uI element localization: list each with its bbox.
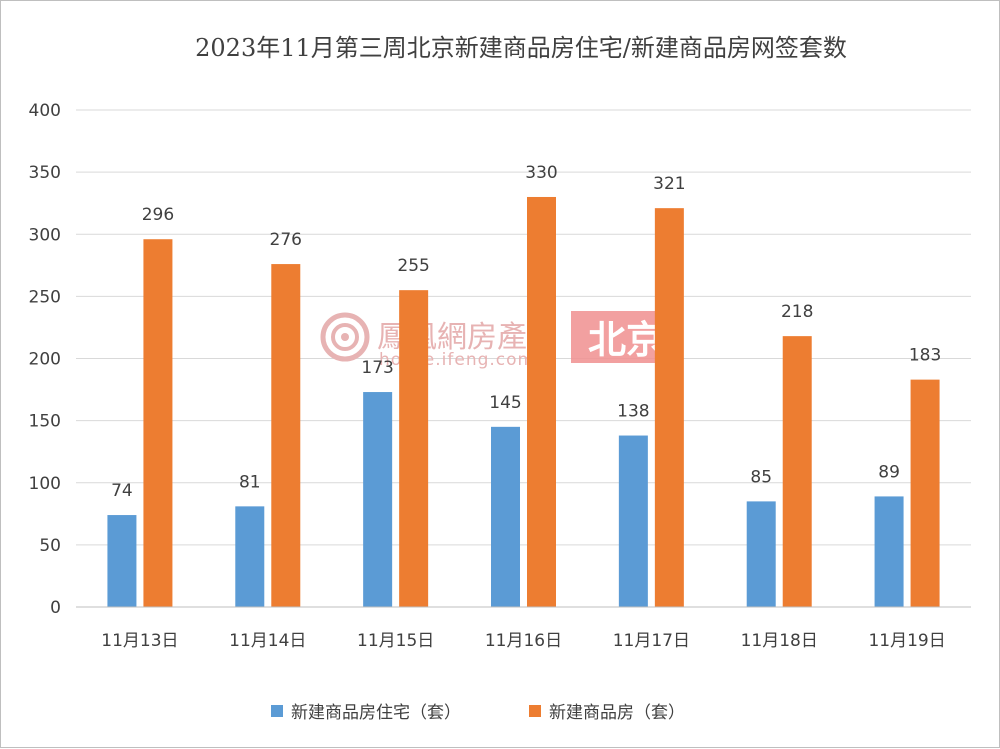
y-axis: 0 50 100 150 200 250 300 350 400 [29, 101, 61, 618]
data-label-residential: 89 [878, 462, 900, 482]
ifeng-logo-icon [320, 312, 370, 362]
data-label-all: 276 [270, 230, 302, 250]
bar-all [782, 336, 812, 607]
data-label-residential: 85 [750, 467, 772, 487]
bar-residential [618, 435, 648, 607]
data-label-residential: 173 [361, 358, 393, 378]
x-tick-label: 11月18日 [741, 631, 818, 651]
bar-residential [107, 515, 137, 607]
bar-all [143, 239, 173, 607]
gridlines [76, 109, 971, 608]
x-tick-label: 11月17日 [613, 631, 690, 651]
data-label-residential: 138 [617, 402, 649, 422]
bar-residential [363, 392, 393, 607]
x-axis: 11月13日 11月14日 11月15日 11月16日 11月17日 11月18日 11月1… [76, 606, 971, 651]
data-label-residential: 145 [489, 393, 521, 413]
y-tick-label: 400 [29, 101, 61, 121]
y-tick-label: 300 [29, 225, 61, 245]
x-tick-label: 11月14日 [229, 631, 306, 651]
legend-swatch-all [529, 705, 541, 717]
data-labels: 74 296 81 276 173 255 145 330 138 321 85 218 89 183 [111, 163, 941, 501]
y-tick-label: 350 [29, 163, 61, 183]
data-label-all: 218 [781, 302, 813, 322]
x-tick-label: 11月15日 [357, 631, 434, 651]
y-tick-label: 50 [39, 536, 61, 556]
bars [107, 196, 940, 607]
y-tick-label: 250 [29, 287, 61, 307]
bar-all [910, 379, 940, 607]
bar-all [271, 264, 301, 607]
x-tick-label: 11月13日 [101, 631, 178, 651]
watermark-city: 北京 [588, 318, 664, 362]
legend-label-residential: 新建商品房住宅（套） [291, 703, 461, 723]
bar-all [654, 208, 684, 607]
bar-all [399, 290, 429, 607]
bar-residential [874, 496, 904, 607]
bar-all [527, 196, 556, 607]
y-tick-label: 100 [29, 474, 61, 494]
legend-label-all: 新建商品房（套） [549, 703, 685, 723]
data-label-all: 296 [142, 205, 174, 225]
chart-title: 2023年11月第三周北京新建商品房住宅/新建商品房网签套数 [195, 34, 847, 62]
data-label-all: 183 [909, 346, 941, 366]
legend-swatch-residential [271, 705, 283, 717]
data-label-all: 255 [397, 256, 429, 276]
bar-residential [491, 426, 520, 607]
legend: 新建商品房住宅（套） 新建商品房（套） [271, 703, 685, 723]
bar-residential [235, 506, 265, 607]
bar-residential [746, 501, 776, 607]
y-tick-label: 200 [29, 350, 61, 370]
data-label-all: 330 [525, 163, 557, 183]
x-tick-label: 11月19日 [868, 631, 945, 651]
y-tick-label: 150 [29, 412, 61, 432]
data-label-residential: 74 [111, 481, 133, 501]
data-label-all: 321 [653, 174, 685, 194]
x-tick-label: 11月16日 [485, 631, 562, 651]
y-tick-label: 0 [50, 598, 61, 618]
data-label-residential: 81 [239, 472, 261, 492]
